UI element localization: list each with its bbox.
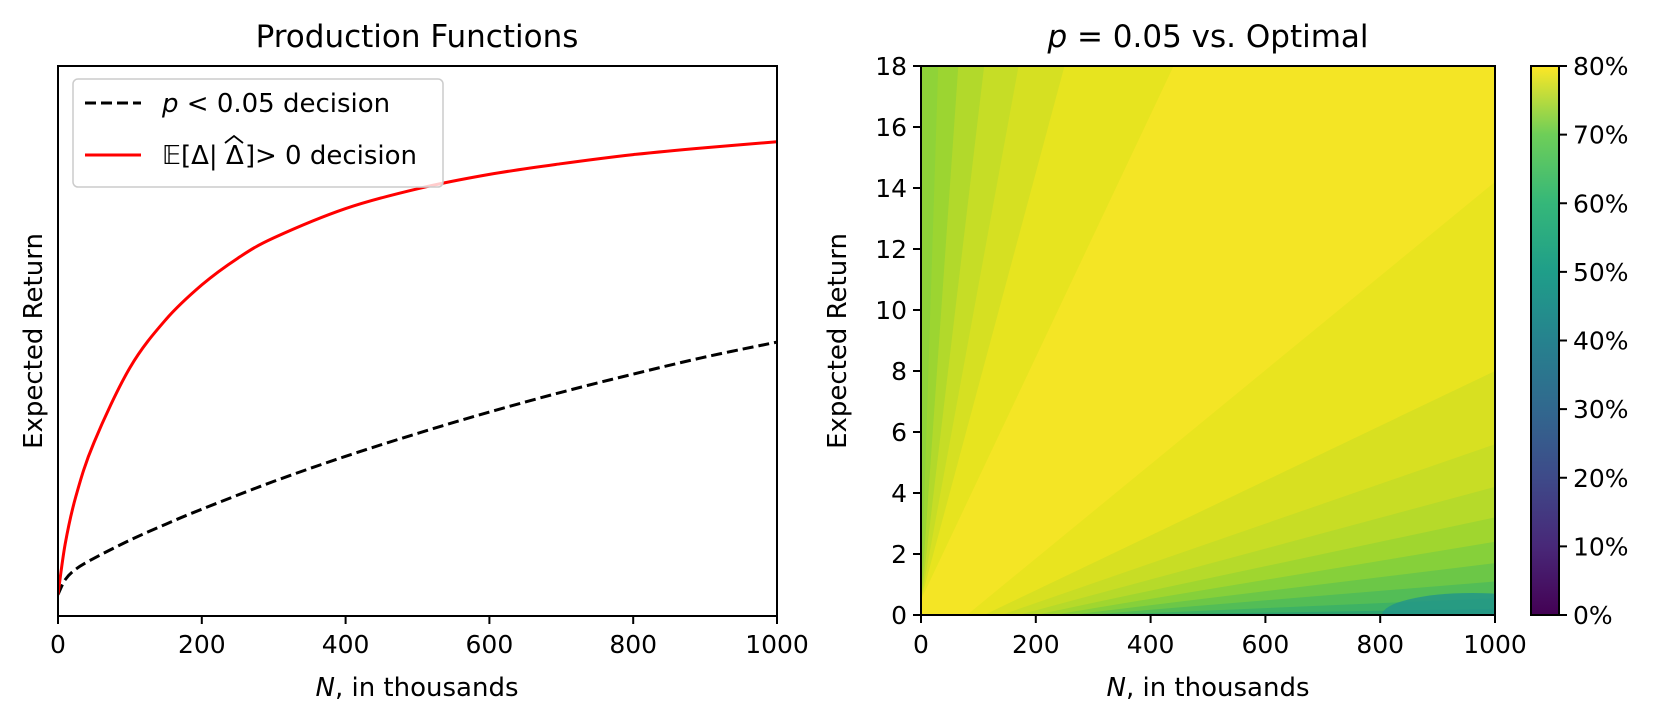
x-tick-label: 0 (913, 630, 929, 659)
series-line-expectation (58, 140, 777, 595)
right-y-axis: 0 2 4 6 8 10 12 14 16 18 (875, 52, 921, 630)
colorbar-tick-label: 50% (1573, 258, 1629, 287)
right-x-axis-label: N, in thousands (1106, 673, 1309, 703)
x-tick-label: 0 (50, 630, 66, 659)
x-tick-label: 1000 (745, 630, 809, 659)
left-x-axis-label: N, in thousands (315, 673, 518, 703)
hat-symbol (224, 134, 244, 144)
x-tick-label: 1000 (1463, 630, 1527, 659)
x-tick-label: 200 (1012, 630, 1060, 659)
heatmap-area (921, 66, 1495, 615)
x-tick-label: 400 (322, 630, 370, 659)
y-tick-label: 0 (891, 601, 907, 630)
y-tick-label: 8 (891, 357, 907, 386)
right-x-axis: 0 200 400 600 800 1000 (913, 615, 1527, 659)
svg-text:]: ] (245, 141, 255, 171)
svg-text:𝔼[Δ|: 𝔼[Δ| (162, 141, 218, 171)
colorbar-gradient (1531, 66, 1559, 615)
colorbar-tick-label: 20% (1573, 464, 1629, 493)
x-tick-label: 600 (466, 630, 514, 659)
colorbar-tick-label: 0% (1573, 601, 1613, 630)
y-tick-label: 14 (875, 174, 907, 203)
legend-box (72, 78, 444, 188)
colorbar-tick-label: 80% (1573, 52, 1629, 81)
colorbar-ticks: 0% 10% 20% 30% 40% 50% 60% 70% 80% (1559, 52, 1629, 630)
series-line-pvalue (58, 340, 777, 596)
right-chart: p = 0.05 vs. Optimal 0 200 400 600 800 1000 0… (823, 19, 1629, 703)
colorbar-tick-label: 70% (1573, 121, 1629, 150)
x-tick-label: 400 (1127, 630, 1175, 659)
left-chart: Production Functions 0 200 400 600 800 1000 N… (19, 19, 809, 703)
right-chart-title: p = 0.05 vs. Optimal (1046, 19, 1368, 55)
colorbar-tick-label: 60% (1573, 189, 1629, 218)
y-tick-label: 18 (875, 52, 907, 81)
svg-text:> 0 decision: > 0 decision (255, 141, 417, 171)
legend-label-expectation: 𝔼[Δ| Δ ] > 0 decision (162, 134, 417, 171)
x-tick-label: 800 (609, 630, 657, 659)
colorbar-tick-label: 40% (1573, 327, 1629, 356)
y-tick-label: 6 (891, 418, 907, 447)
y-tick-label: 16 (875, 113, 907, 142)
x-tick-label: 200 (178, 630, 226, 659)
y-tick-label: 4 (891, 479, 907, 508)
left-axes-frame (57, 65, 778, 617)
colorbar-tick-label: 30% (1573, 395, 1629, 424)
svg-text:Δ: Δ (226, 141, 244, 171)
left-chart-title: Production Functions (256, 19, 579, 55)
heatmap-contour-upper (921, 66, 939, 600)
y-tick-label: 2 (891, 540, 907, 569)
right-axes-frame (920, 65, 1496, 616)
colorbar: 0% 10% 20% 30% 40% 50% 60% 70% 80% (1530, 52, 1629, 630)
heatmap-contour-min (1382, 593, 1495, 615)
colorbar-tick-label: 10% (1573, 532, 1629, 561)
x-tick-label: 800 (1356, 630, 1404, 659)
left-y-axis-label: Expected Return (19, 233, 49, 449)
y-tick-label: 10 (875, 296, 907, 325)
legend-label-pvalue: p < 0.05 decision (161, 89, 390, 119)
left-x-axis: 0 200 400 600 800 1000 (50, 616, 809, 659)
left-plot-area (58, 140, 777, 596)
right-y-axis-label: Expected Return (823, 233, 853, 449)
x-tick-label: 600 (1242, 630, 1290, 659)
y-tick-label: 12 (875, 235, 907, 264)
legend: p < 0.05 decision 𝔼[Δ| Δ ] > 0 decision (72, 78, 444, 188)
